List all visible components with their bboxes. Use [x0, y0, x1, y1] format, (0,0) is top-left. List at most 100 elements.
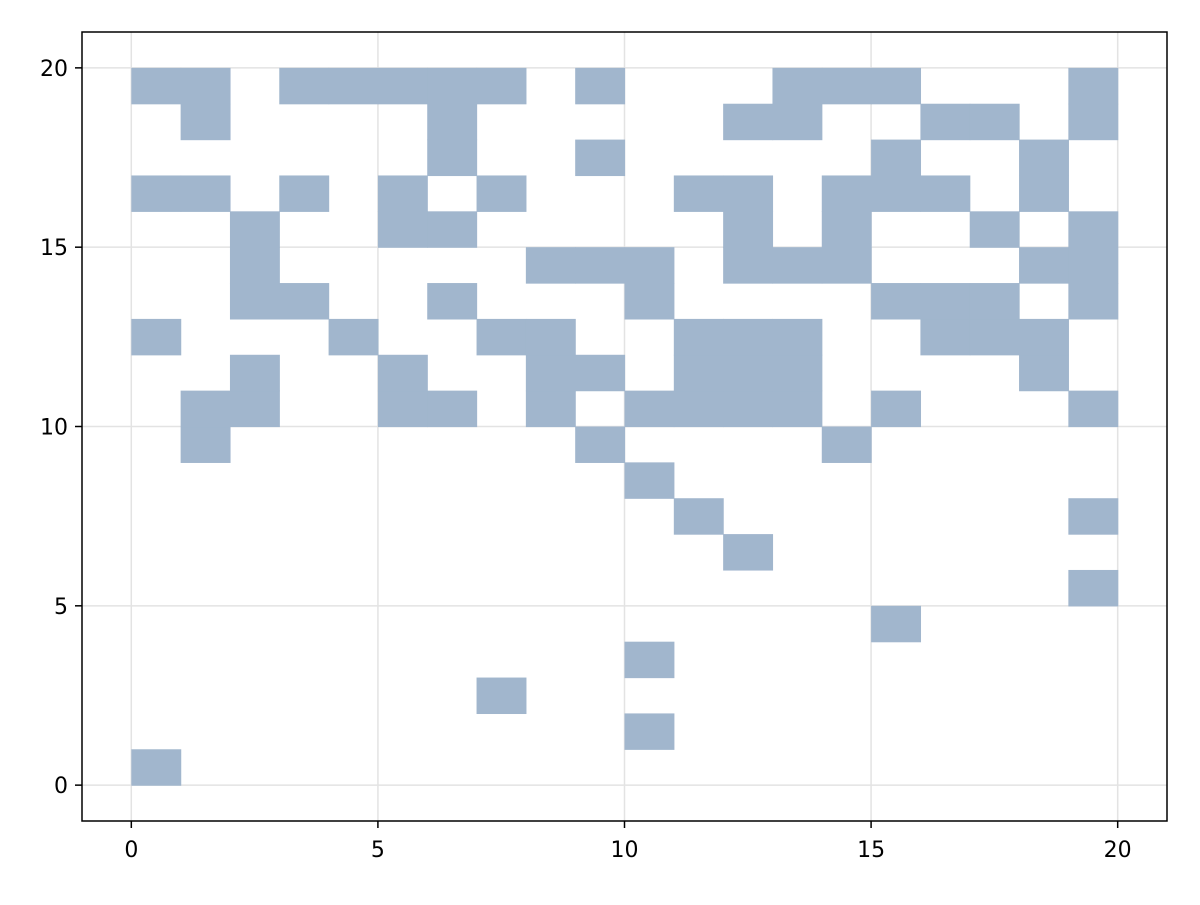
heatmap-cell	[772, 103, 823, 141]
heatmap-cell	[328, 67, 379, 105]
heatmap-cell	[131, 67, 182, 105]
heatmap-cell	[476, 67, 527, 105]
heatmap-cell	[772, 67, 823, 105]
heatmap-cell	[1068, 283, 1119, 320]
heatmap-cell	[1068, 498, 1119, 535]
x-tick-label: 0	[124, 838, 138, 863]
heatmap-cell	[723, 354, 774, 392]
heatmap-cell	[279, 283, 330, 320]
heatmap-cell	[673, 354, 724, 392]
heatmap-cell	[180, 390, 231, 428]
heatmap-cell	[427, 103, 478, 141]
heatmap-cell	[377, 390, 428, 428]
y-tick-label: 15	[40, 236, 68, 261]
heatmap-cell	[377, 67, 428, 105]
heatmap-cell	[624, 247, 675, 284]
heatmap-cell	[624, 390, 675, 428]
heatmap-cell	[1068, 569, 1119, 607]
heatmap-cell	[229, 283, 280, 320]
heatmap-cell	[427, 211, 478, 248]
heatmap-cell	[476, 677, 527, 715]
heatmap-cell	[821, 67, 872, 105]
heatmap-cell	[131, 749, 182, 786]
heatmap-cell	[180, 67, 231, 105]
y-tick-label: 0	[54, 774, 68, 799]
heatmap-cell	[1019, 318, 1069, 356]
heatmap-cell	[723, 103, 774, 141]
heatmap-cell	[871, 175, 922, 212]
heatmap-cell	[772, 247, 823, 284]
heatmap-cell	[723, 534, 774, 571]
heatmap-cell	[624, 713, 675, 750]
heatmap-cell	[1068, 211, 1119, 248]
heatmap-cell	[723, 211, 774, 248]
heatmap-cell	[772, 390, 823, 428]
heatmap-cell	[871, 139, 922, 177]
heatmap-cell	[821, 426, 872, 463]
heatmap-cell	[328, 318, 379, 356]
heatmap-cell	[673, 318, 724, 356]
heatmap-cell	[180, 426, 231, 463]
heatmap-cell	[920, 103, 971, 141]
heatmap-cell	[1068, 67, 1119, 105]
x-tick-label: 15	[857, 838, 885, 863]
heatmap-cell	[821, 211, 872, 248]
heatmap-cell	[772, 318, 823, 356]
heatmap-cell	[180, 175, 231, 212]
heatmap-cell	[525, 247, 576, 284]
heatmap-cell	[575, 354, 626, 392]
heatmap-cell	[871, 605, 922, 643]
heatmap-cell	[624, 462, 675, 499]
heatmap-cell	[871, 67, 922, 105]
heatmap-cell	[575, 426, 626, 463]
heatmap-cell	[377, 354, 428, 392]
y-tick-label: 10	[40, 416, 68, 441]
heatmap-cell	[229, 211, 280, 248]
x-tick-label: 10	[611, 838, 639, 863]
heatmap-cell	[821, 175, 872, 212]
x-tick-label: 5	[371, 838, 385, 863]
x-tick-label: 20	[1104, 838, 1132, 863]
heatmap-cell	[673, 498, 724, 535]
heatmap-cell	[821, 247, 872, 284]
heatmap-cell	[1068, 390, 1119, 428]
heatmap-cell	[723, 390, 774, 428]
heatmap-cell	[920, 175, 971, 212]
heatmap-cell	[969, 211, 1020, 248]
heatmap-cell	[377, 211, 428, 248]
heatmap-cell	[1068, 247, 1119, 284]
y-tick-label: 5	[54, 595, 68, 620]
heatmap-cell	[575, 247, 626, 284]
heatmap-cell	[871, 283, 922, 320]
heatmap-cell	[427, 390, 478, 428]
heatmap-cell	[871, 390, 922, 428]
heatmap-cell	[1068, 103, 1119, 141]
heatmap-cell	[525, 390, 576, 428]
heatmap-cell	[279, 175, 330, 212]
heatmap-cell	[673, 175, 724, 212]
heatmap-cell	[279, 67, 330, 105]
heatmap-cell	[229, 354, 280, 392]
heatmap-cell	[1019, 175, 1069, 212]
heatmap-cell	[131, 318, 182, 356]
heatmap-cell	[1019, 247, 1069, 284]
heatmap-cell	[229, 390, 280, 428]
heatmap-cell	[575, 67, 626, 105]
heatmap-cell	[1019, 139, 1069, 177]
heatmap-cell	[476, 318, 527, 356]
heatmap-cell	[772, 354, 823, 392]
heatmap-cell	[723, 247, 774, 284]
heatmap-cell	[624, 283, 675, 320]
heatmap-cell	[427, 283, 478, 320]
heatmap-cell	[229, 247, 280, 284]
heatmap-cell	[969, 283, 1020, 320]
heatmap-cell	[525, 354, 576, 392]
heatmap-cell	[624, 641, 675, 679]
heatmap-cell	[969, 318, 1020, 356]
heatmap-cell	[673, 390, 724, 428]
heatmap-cell	[723, 175, 774, 212]
heatmap-cell	[920, 283, 971, 320]
heatmap-cell	[1019, 354, 1069, 392]
heatmap-cell	[427, 139, 478, 177]
